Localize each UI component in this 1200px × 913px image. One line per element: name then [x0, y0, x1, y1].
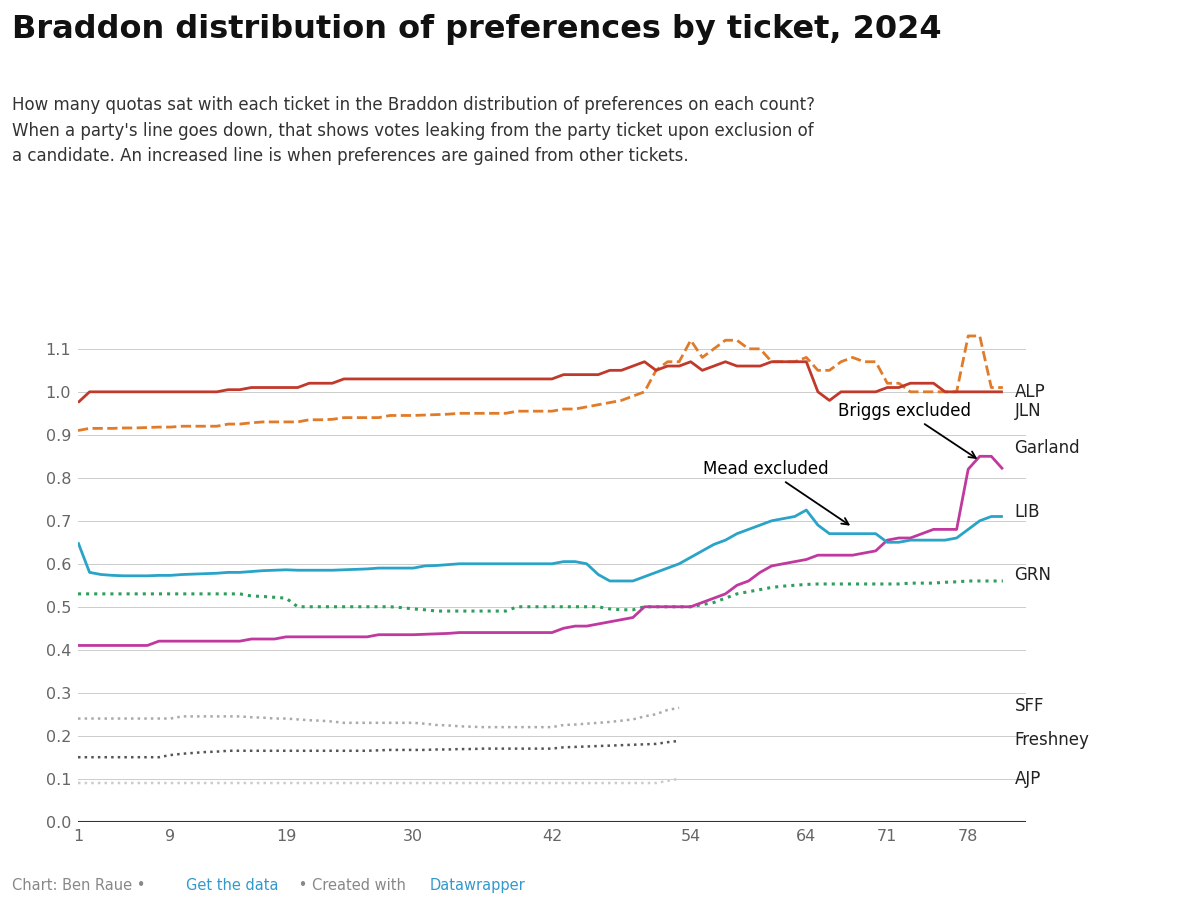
Text: Mead excluded: Mead excluded	[703, 460, 848, 525]
Text: JLN: JLN	[1014, 402, 1042, 420]
Text: Braddon distribution of preferences by ticket, 2024: Braddon distribution of preferences by t…	[12, 14, 942, 45]
Text: ALP: ALP	[1014, 383, 1045, 401]
Text: Get the data: Get the data	[186, 878, 278, 893]
Text: How many quotas sat with each ticket in the Braddon distribution of preferences : How many quotas sat with each ticket in …	[12, 96, 815, 165]
Text: AJP: AJP	[1014, 770, 1040, 788]
Text: SFF: SFF	[1014, 698, 1044, 716]
Text: Datawrapper: Datawrapper	[430, 878, 526, 893]
Text: Freshney: Freshney	[1014, 731, 1090, 749]
Text: LIB: LIB	[1014, 503, 1040, 521]
Text: Garland: Garland	[1014, 439, 1080, 456]
Text: • Created with: • Created with	[294, 878, 410, 893]
Text: Briggs excluded: Briggs excluded	[838, 402, 976, 458]
Text: Chart: Ben Raue •: Chart: Ben Raue •	[12, 878, 150, 893]
Text: GRN: GRN	[1014, 565, 1051, 583]
